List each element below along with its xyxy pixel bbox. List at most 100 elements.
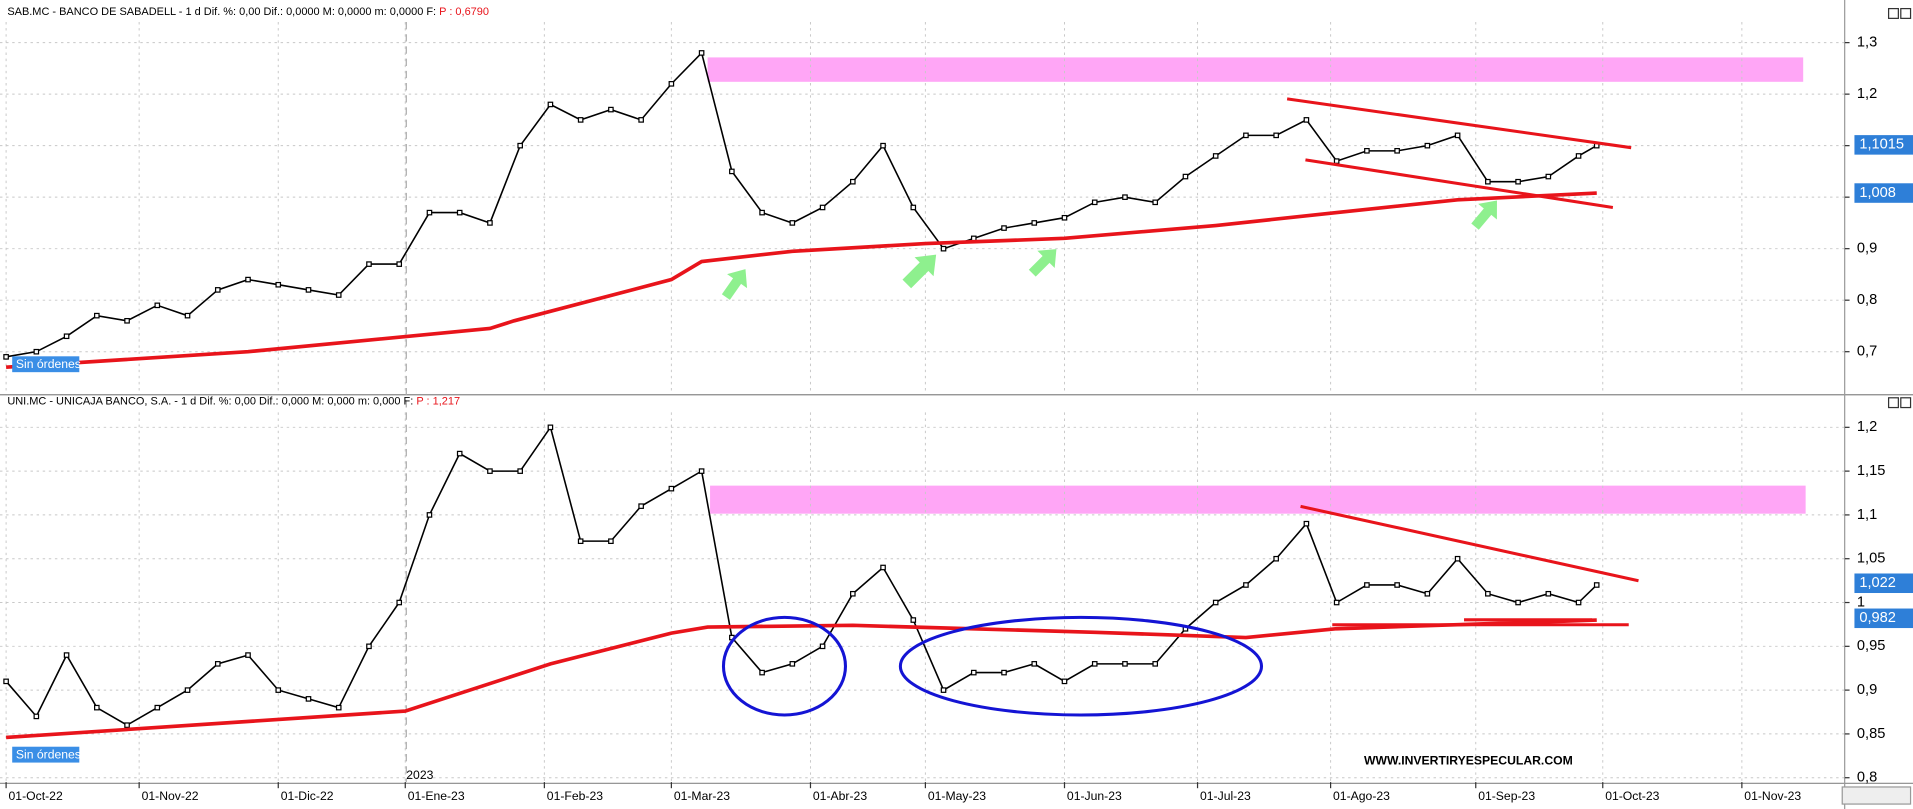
price-point: [63, 333, 70, 340]
price-point: [1575, 153, 1582, 159]
price-label-box: [1854, 183, 1913, 203]
price-point: [366, 643, 372, 650]
price-point: [214, 287, 221, 293]
price-point: [3, 354, 9, 360]
price-label: 1,1015: [1859, 137, 1904, 153]
price-point: [214, 661, 221, 667]
price-point: [880, 564, 886, 571]
y-tick-label: 0,8: [1857, 770, 1877, 786]
price-point: [759, 669, 765, 676]
panel-header: UNI.MC - UNICAJA BANCO, S.A. - 1 d Dif. …: [7, 395, 460, 407]
price-line: [5, 51, 1598, 358]
x-tick-label: 01-Feb-23: [547, 789, 603, 803]
price-point: [33, 713, 40, 720]
price-point: [910, 617, 917, 623]
orders-badge: [12, 356, 80, 373]
price-point: [1091, 661, 1098, 667]
price-line: [5, 425, 1598, 727]
arrow: [721, 269, 748, 300]
price-point: [154, 302, 161, 309]
y-tick-label: 0,9: [1857, 241, 1877, 257]
trend-line: [1286, 97, 1632, 150]
price-point: [638, 503, 644, 509]
button[interactable]: [1887, 7, 1899, 19]
price-point: [184, 312, 191, 319]
price-point: [305, 287, 312, 293]
price-point: [759, 209, 765, 216]
price-point: [124, 317, 130, 324]
price-point: [3, 678, 9, 685]
price-point: [1454, 555, 1461, 562]
price-point: [1001, 669, 1007, 676]
arrow: [1028, 249, 1057, 277]
price-point: [1515, 599, 1521, 606]
price-point: [487, 220, 493, 226]
x-tick-label: 01-Jul-23: [1200, 789, 1251, 803]
price-point: [1364, 582, 1370, 588]
price-point: [1394, 582, 1400, 588]
price-point: [1212, 153, 1219, 159]
orders-badge: [12, 746, 80, 763]
price-point: [1515, 178, 1521, 185]
button[interactable]: [1887, 397, 1899, 409]
price-point: [1593, 582, 1600, 588]
header-text: UNI.MC - UNICAJA BANCO, S.A. - 1 d Dif. …: [7, 395, 413, 407]
price-point: [456, 209, 463, 216]
price-point: [729, 168, 735, 175]
y-tick-label: 1,2: [1857, 86, 1877, 102]
price-point: [366, 261, 372, 267]
arrows: [721, 200, 1497, 300]
x-tick-label: 01-Oct-22: [9, 789, 63, 803]
button[interactable]: [1900, 397, 1912, 409]
price-point: [1454, 132, 1461, 139]
x-tick-label: 01-Sep-23: [1478, 789, 1535, 803]
price-point: [335, 704, 342, 711]
price-point: [638, 117, 644, 123]
price-point: [1152, 661, 1159, 667]
price-point: [608, 106, 614, 113]
resistance-zone: [707, 57, 1804, 82]
scroll-controls[interactable]: [1841, 786, 1912, 805]
price-point: [396, 261, 403, 267]
price-point: [668, 485, 675, 492]
price-point: [1001, 225, 1007, 231]
window-controls: [1841, 7, 1912, 805]
price-point: [1394, 147, 1400, 154]
x-tick-label: 01-Nov-23: [1744, 789, 1801, 803]
price-point: [1122, 194, 1128, 200]
price-label-box: [1854, 573, 1913, 594]
price-point: [1273, 555, 1279, 562]
price-point: [94, 704, 100, 711]
price-point: [1182, 173, 1189, 180]
price-point: [1122, 661, 1128, 667]
price-point: [789, 661, 796, 667]
price-point: [1243, 132, 1249, 139]
last-price: P : 0,6790: [439, 6, 489, 18]
x-tick-label: 01-Ago-23: [1333, 789, 1390, 803]
price-point: [1545, 590, 1552, 597]
price-point: [94, 312, 100, 319]
arrow: [902, 254, 937, 289]
price-point: [1424, 142, 1431, 149]
watermark: WWW.INVERTIRYESPECULAR.COM: [1364, 754, 1573, 768]
y-tick-label: 1,2: [1857, 419, 1877, 435]
price-point: [1485, 590, 1491, 597]
x-tick-label: 01-Dic-22: [281, 789, 334, 803]
y-tick-label: 0,7: [1857, 344, 1877, 360]
y-tick-label: 0,95: [1857, 638, 1885, 654]
orders-text: Sin órdenes: [16, 357, 81, 371]
price-point: [245, 276, 251, 283]
moving-average: [5, 191, 1597, 369]
price-point: [1303, 520, 1310, 527]
arrow: [1471, 200, 1497, 230]
y-tick-label: 1: [1857, 594, 1865, 610]
price-point: [1212, 599, 1219, 606]
x-tick-label: 01-Nov-22: [142, 789, 199, 803]
button[interactable]: [1900, 7, 1912, 19]
y-tick-label: 0,9: [1857, 682, 1877, 698]
price-point: [608, 538, 614, 545]
price-point: [789, 220, 796, 226]
price-point: [517, 142, 523, 149]
price-point: [850, 178, 856, 185]
year-label: 2023: [406, 768, 433, 782]
